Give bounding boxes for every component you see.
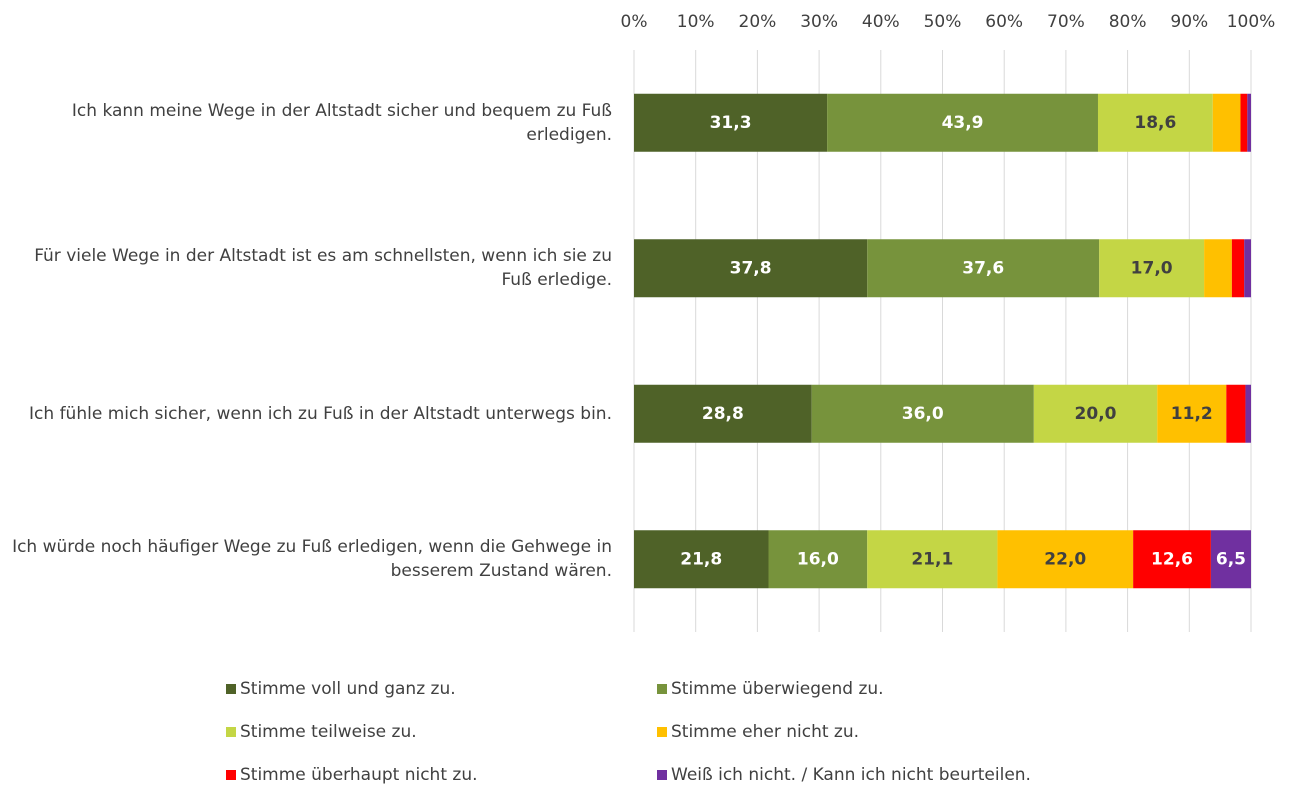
data-label: 31,3	[710, 113, 752, 133]
data-label: 37,6	[962, 258, 1004, 278]
category-label: Für viele Wege in der Altstadt ist es am…	[34, 246, 612, 291]
bar-segment	[811, 384, 1034, 443]
x-tick-label: 100%	[1227, 12, 1276, 32]
bar-segment	[867, 530, 998, 589]
bar-segment	[1210, 530, 1251, 589]
x-tick-label: 80%	[1109, 12, 1147, 32]
bar-segment	[1244, 239, 1251, 298]
legend-label: Stimme eher nicht zu.	[671, 722, 859, 742]
legend-swatch	[657, 727, 667, 737]
bar-segment	[997, 530, 1134, 589]
bar-segment	[1133, 530, 1211, 589]
data-label: 28,8	[702, 404, 744, 424]
legend-swatch	[657, 684, 667, 694]
legend-swatch	[226, 684, 236, 694]
legend-label: Stimme überhaupt nicht zu.	[240, 765, 478, 785]
x-tick-label: 90%	[1170, 12, 1208, 32]
data-label: 36,0	[902, 404, 944, 424]
data-label: 21,8	[680, 549, 722, 569]
data-label: 16,0	[797, 549, 839, 569]
bar-segment	[1240, 93, 1248, 152]
bar-segment	[1204, 239, 1232, 298]
bar-segment	[1033, 384, 1158, 443]
legend-swatch	[226, 770, 236, 780]
data-label: 37,8	[730, 258, 772, 278]
bar-segment	[1099, 239, 1205, 298]
category-label: Ich kann meine Wege in der Altstadt sich…	[71, 100, 612, 145]
legend-label: Stimme voll und ganz zu.	[240, 679, 456, 699]
bar-segment	[634, 384, 812, 443]
bar-segment	[827, 93, 1098, 152]
x-tick-label: 0%	[621, 12, 648, 32]
data-label: 18,6	[1134, 113, 1176, 133]
x-tick-label: 50%	[924, 12, 962, 32]
x-tick-label: 30%	[800, 12, 838, 32]
data-label: 20,0	[1075, 404, 1117, 424]
data-label: 17,0	[1131, 258, 1173, 278]
legend-swatch	[226, 727, 236, 737]
legend-label: Stimme überwiegend zu.	[671, 679, 884, 699]
data-label: 11,2	[1171, 404, 1213, 424]
x-tick-label: 40%	[862, 12, 900, 32]
data-label: 43,9	[942, 113, 984, 133]
bar-segment	[1245, 384, 1251, 443]
bar-segment	[634, 239, 868, 298]
category-label: Ich fühle mich sicher, wenn ich zu Fuß i…	[29, 403, 612, 424]
legend-label: Weiß ich nicht. / Kann ich nicht beurtei…	[671, 765, 1031, 785]
data-label: 22,0	[1044, 549, 1086, 569]
bar-segment	[1097, 93, 1213, 152]
x-tick-label: 70%	[1047, 12, 1085, 32]
x-tick-label: 10%	[677, 12, 715, 32]
bar-segment	[634, 93, 828, 152]
data-label: 6,5	[1216, 549, 1246, 569]
data-label: 21,1	[911, 549, 953, 569]
bar-segment	[1157, 384, 1227, 443]
bar-segment	[768, 530, 868, 589]
legend-label: Stimme teilweise zu.	[240, 722, 417, 742]
bar-segment	[1226, 384, 1246, 443]
bar-segment	[867, 239, 1100, 298]
bar-segment	[1212, 93, 1241, 152]
bar-segment	[1247, 93, 1251, 152]
x-tick-label: 20%	[739, 12, 777, 32]
legend-swatch	[657, 770, 667, 780]
data-label: 12,6	[1151, 549, 1193, 569]
bar-segment	[634, 530, 769, 589]
bar-segment	[1231, 239, 1245, 298]
x-tick-label: 60%	[985, 12, 1023, 32]
category-label: Ich würde noch häufiger Wege zu Fuß erle…	[12, 537, 612, 582]
